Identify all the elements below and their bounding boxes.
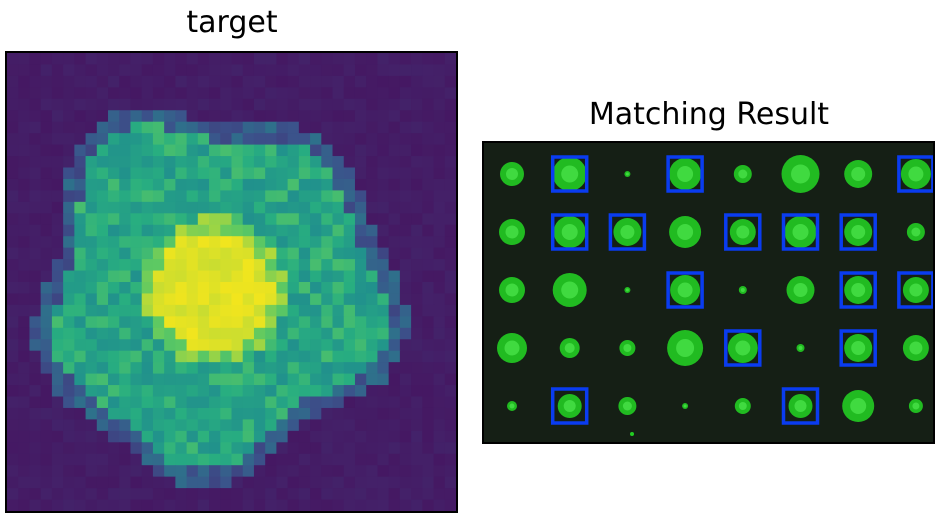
- colony-core: [625, 172, 629, 176]
- colony-core: [625, 288, 629, 292]
- target-image-panel: [5, 51, 458, 513]
- colonies: [497, 155, 931, 436]
- match-box: [781, 387, 820, 425]
- colony-core: [676, 339, 695, 357]
- colony-core: [563, 400, 576, 412]
- match-box: [724, 213, 762, 251]
- colony-core: [505, 225, 519, 239]
- match-box: [666, 271, 704, 309]
- colony-core: [677, 282, 693, 298]
- colony-core: [736, 225, 750, 239]
- colony-core: [506, 168, 518, 180]
- colony-core: [683, 404, 687, 408]
- colony-core: [908, 166, 924, 182]
- colony-core: [909, 341, 923, 355]
- colony-core: [851, 225, 866, 239]
- match-box: [897, 271, 933, 309]
- colony-core: [791, 164, 810, 184]
- colony-core: [798, 346, 803, 350]
- colony-core: [740, 288, 745, 292]
- matching-result-panel: [482, 141, 935, 444]
- match-box: [897, 155, 933, 193]
- colony-core: [677, 224, 694, 240]
- colony-core: [623, 344, 632, 352]
- colony-core: [738, 402, 747, 410]
- colony: [630, 432, 634, 436]
- target-title: target: [186, 5, 278, 40]
- colony-core: [677, 166, 694, 182]
- target-heatmap-image: [7, 53, 456, 511]
- match-box: [666, 155, 704, 193]
- match-box: [550, 155, 589, 193]
- match-boxes: [550, 155, 933, 425]
- match-box: [608, 213, 647, 251]
- colony-core: [504, 340, 520, 356]
- colony-core: [850, 398, 867, 414]
- match-box: [839, 271, 877, 309]
- colony-core: [792, 224, 809, 240]
- heatmap-cells: [7, 53, 456, 511]
- colony-plate-image: [484, 143, 933, 442]
- match-box: [839, 329, 877, 367]
- colony-core: [561, 281, 579, 299]
- colony-core: [564, 343, 575, 353]
- colony-core: [909, 283, 923, 297]
- colony-core: [851, 167, 866, 181]
- colony-core: [735, 340, 751, 356]
- colony-core: [911, 227, 921, 237]
- colony-core: [505, 283, 519, 297]
- match-box: [781, 213, 820, 251]
- colony-core: [509, 403, 515, 409]
- colony-core: [561, 165, 579, 183]
- match-box: [724, 329, 762, 367]
- colony-core: [912, 402, 920, 410]
- colony-core: [738, 169, 748, 179]
- colony-core: [793, 283, 808, 297]
- match-box: [550, 387, 589, 425]
- colony-core: [851, 341, 866, 355]
- colony-core: [561, 224, 578, 240]
- match-box: [839, 213, 877, 251]
- colony-core: [620, 225, 635, 239]
- colony-core: [622, 401, 632, 411]
- colony-core: [794, 400, 807, 412]
- match-box: [550, 213, 589, 251]
- matching-result-title: Matching Result: [588, 97, 830, 132]
- colony-core: [851, 283, 866, 297]
